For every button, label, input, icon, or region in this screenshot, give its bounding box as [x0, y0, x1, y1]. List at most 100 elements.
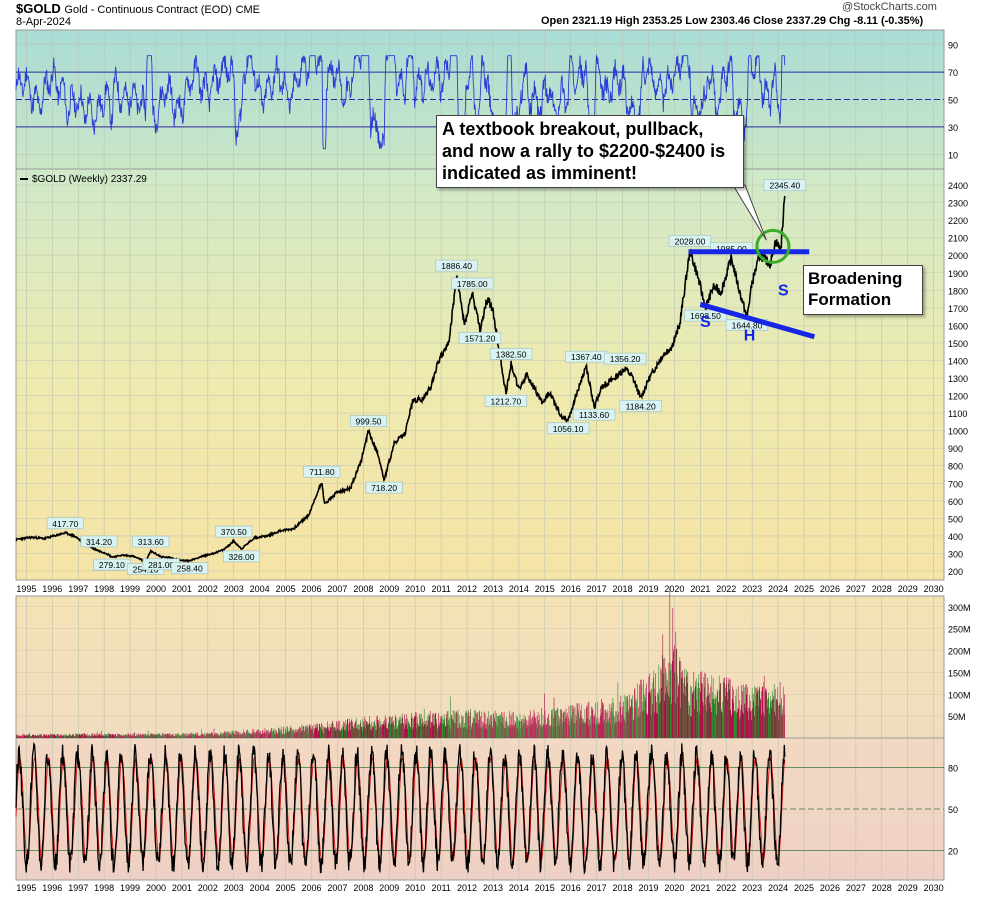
volume-bar	[659, 688, 661, 738]
volume-bar	[616, 721, 618, 738]
volume-bar	[782, 709, 783, 738]
volume-bar	[65, 735, 66, 738]
volume-bar	[779, 682, 781, 738]
volume-bar	[46, 734, 48, 738]
volume-bar	[268, 733, 269, 738]
volume-bar	[132, 735, 133, 738]
volume-bar	[188, 735, 190, 738]
volume-bar	[667, 692, 669, 738]
volume-bar	[411, 713, 412, 738]
volume-bar	[752, 693, 754, 738]
volume-bar	[140, 734, 141, 738]
volume-bar	[453, 723, 455, 738]
volume-bar	[190, 733, 191, 738]
volume-bar	[656, 712, 657, 738]
volume-bar	[662, 654, 663, 738]
volume-bar	[477, 724, 479, 738]
volume-bar	[385, 718, 387, 738]
x-tick-label-stochastic: 2021	[690, 883, 710, 893]
x-tick-label-stochastic: 2007	[327, 883, 347, 893]
volume-bar	[43, 734, 45, 738]
volume-bar	[657, 692, 658, 738]
volume-bar	[547, 717, 548, 738]
volume-bar	[204, 735, 206, 738]
volume-bar	[327, 721, 328, 738]
volume-bar	[570, 705, 571, 738]
volume-bar	[48, 735, 49, 738]
volume-bar	[253, 729, 255, 738]
volume-bar	[694, 708, 695, 738]
volume-bar	[776, 700, 778, 738]
price-tick-label: 900	[948, 444, 963, 454]
volume-bar	[203, 735, 205, 738]
x-tick-label-price: 2014	[509, 584, 529, 594]
volume-bar	[755, 688, 757, 738]
price-tick-label: 2400	[948, 181, 968, 191]
volume-bar	[111, 733, 113, 738]
volume-bar	[721, 701, 723, 738]
x-tick-label-price: 1997	[68, 584, 88, 594]
volume-bar	[748, 719, 749, 738]
volume-bar	[726, 699, 728, 738]
volume-bar	[272, 732, 274, 738]
volume-bar	[353, 728, 354, 738]
volume-bar	[97, 735, 99, 738]
volume-bar	[562, 721, 563, 738]
volume-bar	[740, 704, 742, 738]
volume-bar	[263, 733, 264, 738]
volume-bar	[56, 735, 58, 738]
volume-bar	[39, 734, 40, 738]
volume-bar	[234, 734, 236, 738]
volume-bar	[78, 735, 79, 738]
volume-bar	[231, 734, 232, 738]
volume-bar	[466, 728, 468, 738]
volume-bar	[29, 734, 31, 738]
volume-bar	[410, 718, 412, 738]
volume-bar	[150, 733, 152, 738]
volume-bar	[257, 729, 258, 738]
volume-bar	[92, 735, 93, 738]
left-shoulder-label: S	[700, 314, 711, 331]
volume-bar	[325, 727, 327, 738]
volume-bar	[417, 723, 418, 738]
price-tick-label: 1500	[948, 339, 968, 349]
volume-bar	[416, 728, 417, 738]
volume-bar	[107, 733, 108, 738]
data-label-box	[763, 179, 807, 191]
volume-bar	[652, 682, 654, 738]
volume-bar	[675, 631, 677, 738]
volume-bar	[592, 710, 593, 738]
volume-bar	[208, 733, 210, 738]
volume-bar	[480, 726, 482, 738]
volume-bar	[134, 736, 136, 738]
volume-bar	[501, 712, 502, 738]
volume-bar	[183, 736, 185, 738]
volume-bar	[521, 719, 523, 738]
volume-bar	[118, 734, 119, 738]
x-tick-label-price: 1996	[42, 584, 62, 594]
volume-bar	[31, 736, 32, 738]
volume-bar	[611, 702, 613, 738]
volume-bar	[718, 702, 719, 738]
volume-bar	[203, 734, 204, 738]
volume-bar	[159, 734, 160, 738]
volume-bar	[364, 716, 366, 738]
volume-bar	[294, 733, 295, 738]
data-label: 258.40	[177, 564, 203, 574]
volume-bar	[574, 721, 575, 738]
volume-bar	[142, 735, 143, 738]
volume-bar	[667, 680, 668, 738]
volume-bar	[461, 720, 463, 738]
volume-bar	[285, 728, 286, 738]
volume-bar	[645, 687, 647, 738]
volume-bar	[745, 695, 747, 738]
volume-bar	[396, 726, 398, 738]
volume-bar	[560, 709, 562, 738]
volume-bar	[770, 708, 772, 738]
volume-bar	[255, 732, 256, 738]
volume-bar	[681, 678, 682, 738]
volume-bar	[355, 720, 356, 738]
volume-bar	[550, 727, 551, 738]
volume-bar	[423, 708, 425, 738]
volume-bar	[526, 719, 527, 738]
